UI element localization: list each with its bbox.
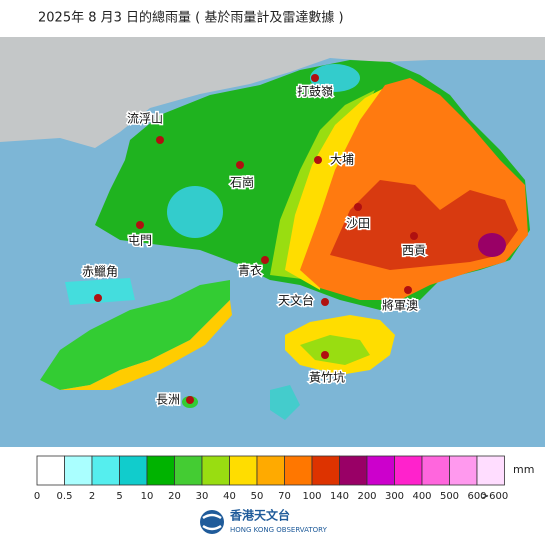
legend-swatch [146, 455, 175, 486]
station-label: 流浮山 [127, 112, 163, 126]
station-dot [404, 286, 412, 294]
legend-swatch [366, 455, 395, 486]
legend-tick-label: 600 [467, 491, 486, 502]
logo-english: HONG KONG OBSERVATORY [230, 526, 328, 534]
legend-tick-label: 50 [251, 491, 264, 502]
station-dot [321, 351, 329, 359]
station-label: 將軍澳 [382, 298, 418, 313]
legend: 0 0.5 2 5 10 20 30 40 50 70 100 140 200 300 400 500 600>… [34, 455, 508, 502]
legend-swatch [119, 455, 148, 486]
station-label: 黃竹坑 [309, 370, 345, 385]
station-label: 屯門 [128, 234, 152, 248]
station-label: 石崗 [230, 176, 254, 190]
legend-swatch [449, 455, 478, 486]
station-dot [94, 294, 102, 302]
legend-tick-label: 10 [141, 491, 154, 502]
legend-tick-label: 5 [116, 491, 122, 502]
legend-tick-label: 400 [412, 491, 431, 502]
station-dot [354, 203, 362, 211]
legend-swatch [339, 455, 368, 486]
station-label: 長洲 [156, 393, 180, 407]
legend-tick-label: 200 [357, 491, 376, 502]
station-dot [311, 74, 319, 82]
station-label: 赤鱲角 [82, 265, 118, 279]
legend-tick-label: 300 [385, 491, 404, 502]
legend-tick-label: 70 [278, 491, 291, 502]
legend-swatch [421, 455, 450, 486]
legend-swatch [201, 455, 230, 486]
stations [94, 74, 418, 404]
station-dot [261, 256, 269, 264]
station-label: 大埔 [330, 153, 354, 167]
station-dot [236, 161, 244, 169]
legend-tick-label: 500 [440, 491, 459, 502]
station-label: 天文台 [278, 293, 314, 308]
station-dot [186, 396, 194, 404]
legend-swatch [256, 455, 285, 486]
legend-unit: mm [513, 463, 534, 476]
station-dot [321, 298, 329, 306]
legend-tick-label: 0.5 [57, 491, 73, 502]
legend-swatch [174, 455, 203, 486]
station-dot [136, 221, 144, 229]
logo: 香港天文台 HONG KONG OBSERVATORY [200, 508, 328, 534]
title: 2025年 8 月3 日的總雨量 ( 基於雨量計及雷達數據 ) [38, 10, 344, 26]
legend-tick-label: 100 [302, 491, 321, 502]
legend-swatch [394, 455, 423, 486]
station-labels: 打鼓嶺 流浮山 大埔 石崗 沙田 西貢 屯門 赤鱲角 青衣 天文台 將軍澳 黃竹… [80, 83, 427, 408]
legend-tick-label: 20 [168, 491, 181, 502]
legend-tick-label: 0 [34, 491, 40, 502]
legend-swatch [229, 455, 258, 486]
legend-tick-label: 140 [330, 491, 349, 502]
legend-tick-label: 30 [196, 491, 209, 502]
legend-swatch [284, 455, 313, 486]
legend-tick-label: 2 [89, 491, 95, 502]
logo-name: 香港天文台 [229, 508, 290, 523]
station-dot [156, 136, 164, 144]
station-label: 西貢 [402, 244, 426, 258]
station-label: 打鼓嶺 [297, 85, 333, 99]
legend-tick-label: 40 [223, 491, 236, 502]
map [0, 37, 545, 447]
station-label: 沙田 [346, 217, 370, 231]
legend-tick-label: >600 [481, 491, 508, 502]
station-label: 青衣 [238, 263, 262, 278]
legend-swatch [36, 455, 65, 486]
legend-swatch [311, 455, 340, 486]
station-dot [410, 232, 418, 240]
legend-swatch [64, 455, 93, 486]
legend-swatch [91, 455, 120, 486]
legend-swatch [476, 455, 505, 486]
station-dot [314, 156, 322, 164]
